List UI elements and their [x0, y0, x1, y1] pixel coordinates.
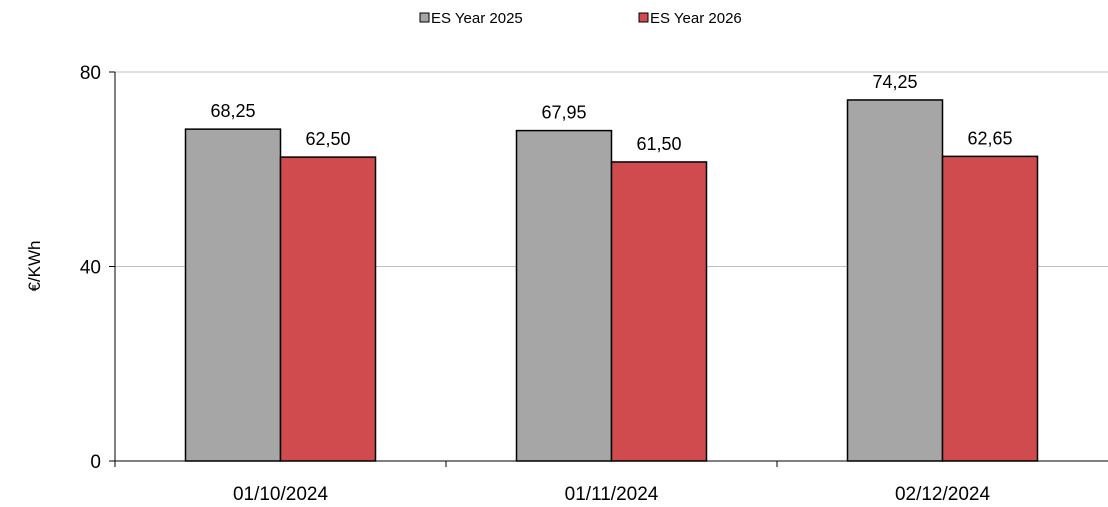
x-tick-label-1: 01/10/2024	[233, 484, 329, 505]
legend-label-2: ES Year 2026	[650, 10, 742, 27]
bar-labels: 68,25 62,50 67,95 61,50 74,25 62,65	[210, 72, 1012, 154]
data-label-series2-2: 61,50	[636, 134, 681, 154]
y-tick-labels: 0 40 80	[80, 63, 101, 473]
bar-series2-3	[941, 155, 1039, 462]
data-label-series1-3: 74,25	[872, 72, 917, 92]
data-label-series2-3: 62,65	[967, 128, 1012, 148]
data-label-series2-1: 62,50	[305, 129, 350, 149]
y-tick-label-80: 80	[80, 63, 101, 84]
y-axis-title: €/KWh	[25, 240, 44, 291]
legend-swatch-2	[638, 12, 649, 23]
x-tick-labels: 01/10/2024 01/11/2024 02/12/2024	[233, 484, 991, 505]
legend: ES Year 2025 ES Year 2026	[419, 10, 742, 27]
x-tick-label-2: 01/11/2024	[565, 484, 659, 505]
bars	[184, 99, 1039, 462]
data-label-series1-2: 67,95	[541, 103, 586, 123]
y-tick-label-0: 0	[90, 452, 101, 473]
axes	[109, 71, 1108, 467]
y-tick-label-40: 40	[80, 258, 101, 279]
bar-series1-1	[184, 128, 282, 462]
x-tick-label-3: 02/12/2024	[895, 484, 991, 505]
bar-series1-3	[846, 99, 944, 462]
bar-series2-2	[610, 161, 708, 462]
bar-series1-2	[515, 129, 613, 462]
legend-label-1: ES Year 2025	[431, 10, 523, 27]
legend-swatch-1	[419, 12, 430, 23]
bar-series2-1	[279, 156, 377, 462]
data-label-series1-1: 68,25	[210, 101, 255, 121]
